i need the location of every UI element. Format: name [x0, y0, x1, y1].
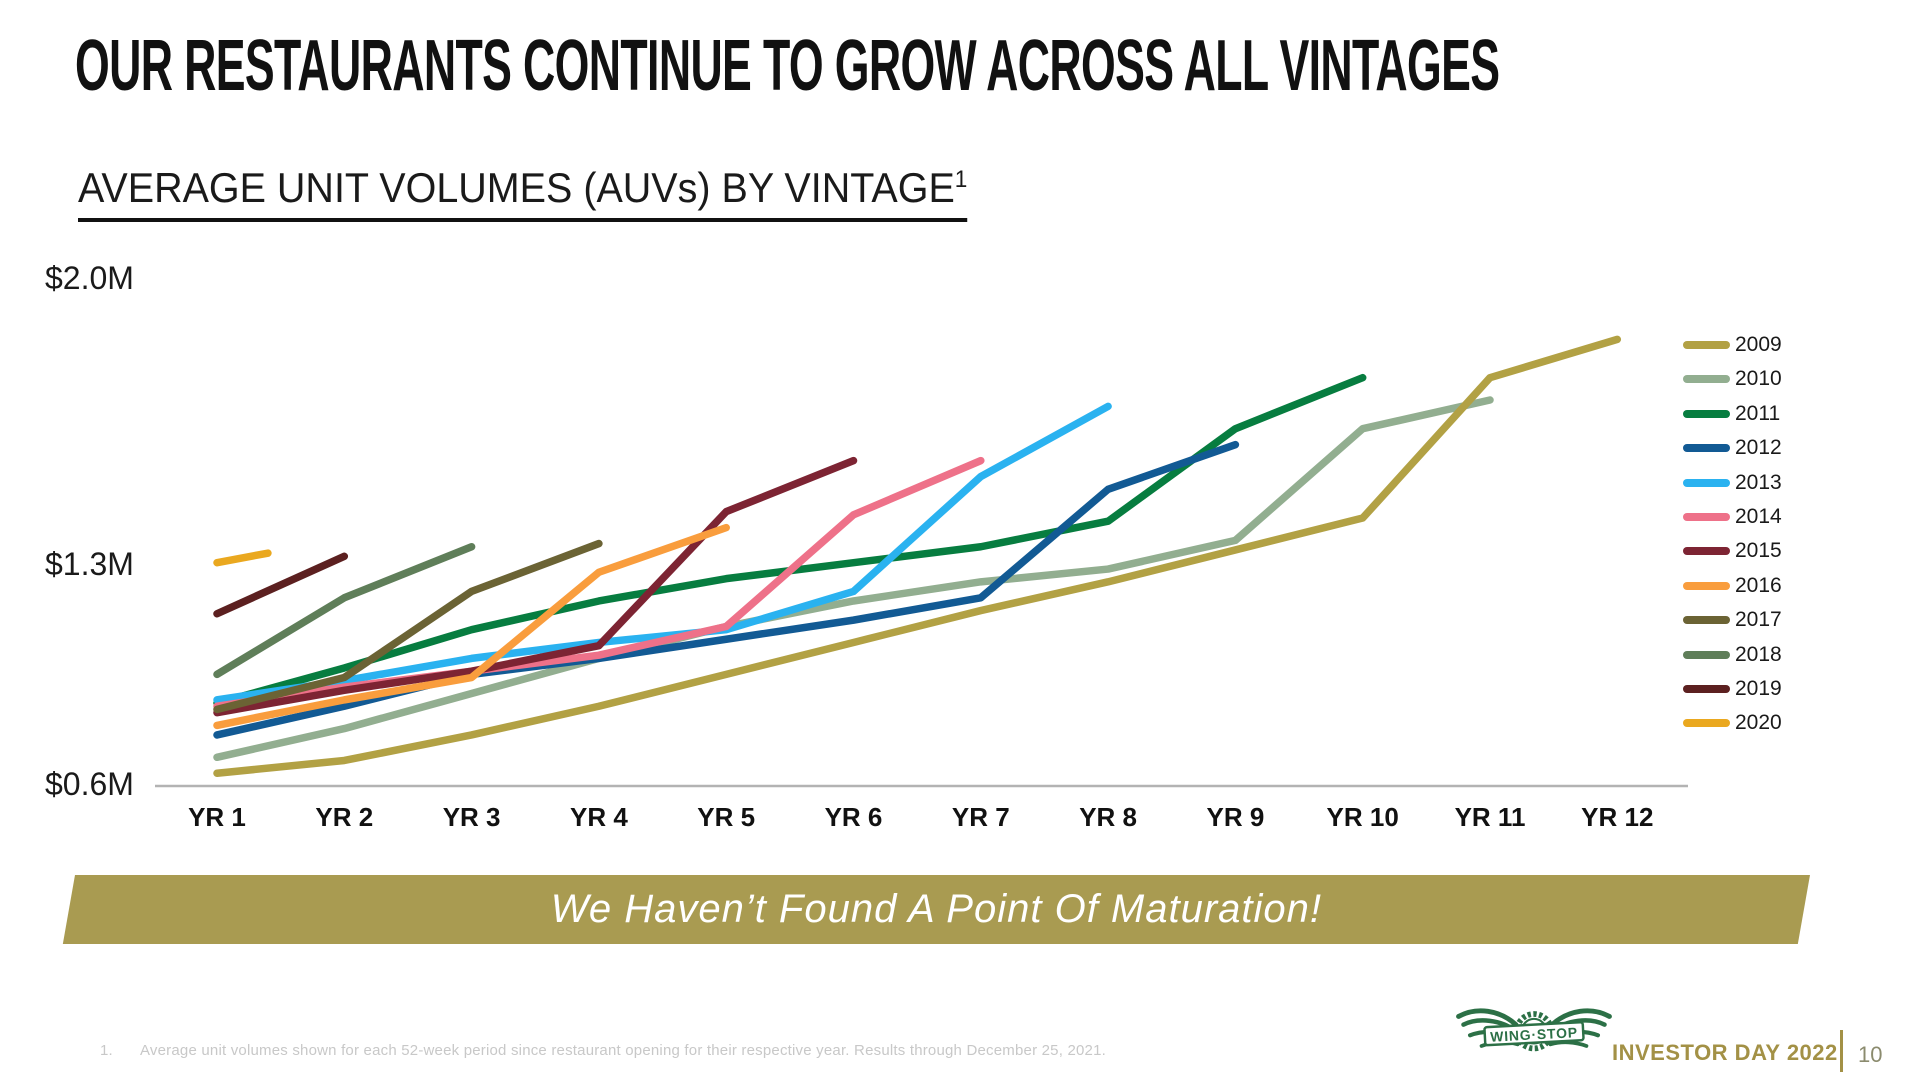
legend-item-2014: 2014 [1683, 502, 1782, 532]
legend-swatch-2018 [1683, 650, 1730, 659]
logo-right-wing-feather [1549, 1008, 1612, 1028]
legend-swatch-2016 [1683, 581, 1730, 590]
series-line-2016 [213, 523, 730, 730]
y-axis-tick-2_0m: $2.0M [45, 260, 134, 296]
series-line-2011 [213, 373, 1367, 707]
legend-swatch-2009 [1683, 341, 1730, 349]
page-number: 10 [1858, 1042, 1883, 1067]
legend-label-2017: 2017 [1735, 608, 1782, 632]
legend-label-2009: 2009 [1735, 333, 1782, 356]
legend-item-2019: 2019 [1683, 674, 1782, 704]
legend-item-2016: 2016 [1683, 571, 1782, 601]
x-axis-tick-7: YR 7 [951, 802, 1010, 832]
legend-label-2015: 2015 [1735, 539, 1782, 563]
legend-label-2011: 2011 [1735, 401, 1781, 425]
logo-right-wing-feather [1548, 1040, 1589, 1048]
logo-ribbon [1483, 1020, 1585, 1047]
y-axis-tick-0_6m: $0.6M [45, 766, 134, 802]
slide-title: OUR RESTAURANTS CONTINUE TO GROW ACROSS … [75, 26, 1500, 106]
legend-label-2018: 2018 [1735, 642, 1782, 666]
legend-swatch-2020 [1683, 719, 1730, 728]
legend-item-2009: 2009 [1683, 330, 1782, 360]
takeaway-banner: We Haven’t Found A Point Of Maturation! [62, 875, 1810, 944]
legend-label-2012: 2012 [1735, 436, 1782, 460]
footer-divider [1840, 1030, 1843, 1072]
takeaway-banner-text: We Haven’t Found A Point Of Maturation! [550, 887, 1323, 931]
y-axis-tick-1_3m: $1.3M [45, 546, 134, 582]
x-axis-tick-2: YR 2 [315, 802, 374, 832]
x-axis-tick-3: YR 3 [442, 802, 501, 832]
x-axis-tick-10: YR 10 [1326, 802, 1399, 832]
legend-item-2011: 2011 [1683, 399, 1780, 429]
logo-brand-text: WING·STOP [1490, 1024, 1578, 1045]
series-line-2010 [213, 396, 1494, 762]
series-line-2009 [213, 335, 1622, 777]
x-axis-tick-11: YR 11 [1454, 802, 1526, 832]
legend-label-2019: 2019 [1735, 677, 1782, 700]
event-label: INVESTOR DAY 2022 [1612, 1040, 1838, 1065]
legend-swatch-2019 [1683, 685, 1730, 693]
legend-item-2020: 2020 [1683, 708, 1782, 738]
x-axis-tick-6: YR 6 [824, 802, 883, 832]
x-axis-tick-5: YR 5 [697, 802, 756, 832]
legend-swatch-2011 [1683, 409, 1730, 418]
legend-swatch-2010 [1683, 375, 1730, 384]
legend-item-2017: 2017 [1683, 605, 1782, 635]
x-axis-tick-8: YR 8 [1079, 802, 1137, 832]
legend-swatch-2012 [1683, 444, 1730, 453]
legend-label-2010: 2010 [1735, 367, 1782, 391]
legend-swatch-2014 [1683, 513, 1730, 521]
legend-label-2014: 2014 [1735, 505, 1782, 528]
legend-swatch-2015 [1683, 547, 1730, 556]
legend-item-2010: 2010 [1683, 364, 1782, 394]
legend-label-2013: 2013 [1735, 470, 1782, 494]
series-line-2020 [213, 549, 272, 567]
footnote-text: Average unit volumes shown for each 52-w… [140, 1042, 1106, 1059]
legend-item-2015: 2015 [1683, 536, 1782, 566]
wingstop-logo: WING·STOP [1456, 1008, 1612, 1052]
series-line-2013 [213, 402, 1112, 704]
legend-label-2020: 2020 [1735, 711, 1782, 735]
chart-title: AVERAGE UNIT VOLUMES (AUVs) BY VINTAGE1 [78, 164, 968, 223]
series-line-2015 [213, 456, 858, 717]
chart-title-footnote-ref: 1 [954, 166, 968, 193]
legend-swatch-2013 [1683, 478, 1730, 487]
x-axis-tick-1: YR 1 [188, 802, 246, 832]
series-line-2018 [213, 543, 476, 679]
series-line-2017 [213, 539, 603, 714]
legend-item-2012: 2012 [1683, 433, 1782, 463]
logo-left-wing-feather [1456, 1008, 1519, 1028]
x-axis-tick-12: YR 12 [1581, 802, 1654, 832]
chart-title-text: AVERAGE UNIT VOLUMES (AUVs) BY VINTAGE [78, 164, 955, 211]
series-line-2019 [213, 552, 349, 618]
footnote-number: 1. [100, 1042, 113, 1059]
footnote: 1. Average unit volumes shown for each 52… [100, 1042, 1106, 1059]
legend-label-2016: 2016 [1735, 573, 1782, 597]
legend-item-2018: 2018 [1683, 640, 1782, 670]
legend-swatch-2017 [1683, 616, 1730, 625]
x-axis-tick-9: YR 9 [1206, 802, 1265, 832]
legend-item-2013: 2013 [1683, 468, 1782, 498]
x-axis-tick-4: YR 4 [569, 802, 628, 832]
